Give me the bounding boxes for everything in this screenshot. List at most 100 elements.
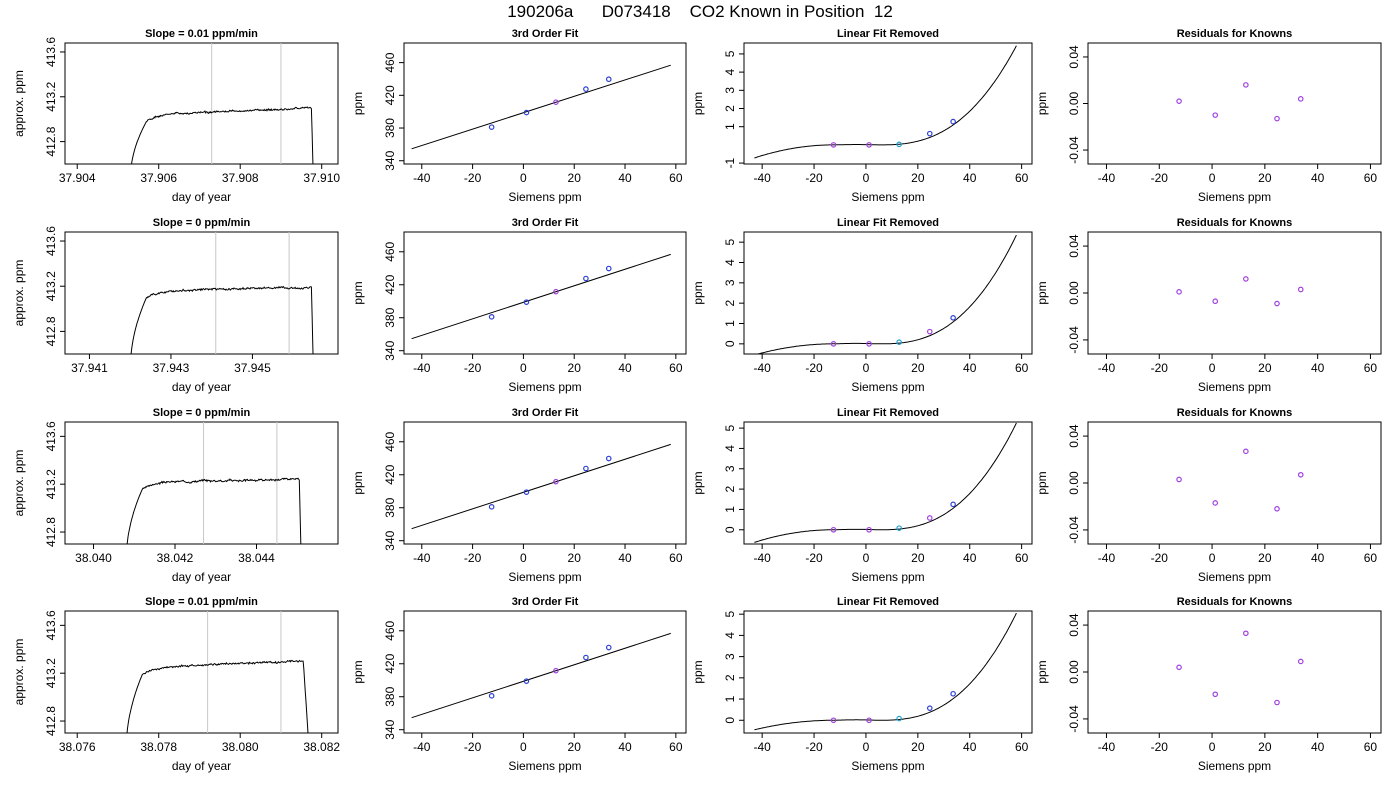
x-axis-label: Siemens ppm [851, 380, 924, 394]
x-tick-label: 40 [963, 551, 977, 565]
data-point [488, 124, 495, 130]
data-point [1176, 476, 1182, 483]
x-axis-label: Siemens ppm [508, 759, 581, 773]
x-tick-label: -40 [753, 171, 771, 185]
x-tick-label: 20 [1258, 171, 1272, 185]
x-tick-label: 20 [911, 740, 925, 754]
y-tick-label: 420 [383, 464, 397, 484]
x-tick-label: -20 [805, 171, 823, 185]
x-tick-label: 20 [911, 171, 925, 185]
x-tick-label: 40 [1311, 740, 1325, 754]
x-tick-label: 20 [911, 551, 925, 565]
data-point [523, 299, 530, 305]
fit-line [411, 253, 671, 340]
y-tick-label: 413.2 [44, 469, 58, 499]
data-point [1297, 471, 1304, 478]
panel-title: Slope = 0.01 ppm/min [145, 28, 258, 40]
plot-frame [64, 231, 339, 355]
panel-r4c3: Linear Fit Removed -40 -20 0 20 40 60 0 1 2 3 4 5 Sie… [691, 596, 1033, 773]
y-tick-label: 0.04 [1067, 234, 1081, 258]
x-tick-label: 38.080 [222, 740, 259, 754]
x-tick-label: -40 [413, 361, 431, 375]
y-tick-label: 340 [383, 530, 397, 550]
plot-area [754, 612, 1017, 731]
data-point [896, 525, 902, 531]
y-tick-label: 4 [723, 68, 737, 75]
y-tick-label: 380 [383, 307, 397, 327]
y-axis-label: ppm [691, 660, 705, 683]
y-tick-label: 380 [383, 497, 397, 517]
plot-area [1176, 448, 1304, 512]
panel-title: Residuals for Knowns [1177, 28, 1293, 40]
panel-title: Slope = 0 ppm/min [153, 217, 251, 229]
x-tick-label: 20 [1258, 551, 1272, 565]
plot-frame [1087, 42, 1382, 165]
data-point [830, 341, 837, 347]
plot-area [756, 234, 1017, 354]
x-axis-label: Siemens ppm [508, 380, 581, 394]
x-tick-label: 60 [669, 740, 683, 754]
fit-curve [756, 234, 1017, 354]
x-axis-label: day of year [172, 759, 231, 773]
data-point [866, 142, 872, 148]
y-tick-label: 420 [383, 653, 397, 673]
x-axis-label: day of year [172, 190, 231, 204]
y-tick-label: 4 [723, 445, 737, 452]
x-tick-label: 20 [568, 171, 582, 185]
x-tick-label: -20 [1151, 740, 1169, 754]
y-tick-label: 460 [383, 620, 397, 640]
data-point [605, 455, 612, 462]
fit-curve [754, 612, 1017, 731]
x-tick-label: 0 [1209, 171, 1216, 185]
data-point [1243, 276, 1249, 282]
y-axis-label: ppm [1035, 471, 1049, 494]
plot-frame [64, 421, 339, 545]
y-tick-label: 0.04 [1067, 613, 1081, 637]
y-tick-label: 460 [383, 241, 397, 261]
x-tick-label: 0 [520, 361, 527, 375]
y-tick-label: 3 [723, 279, 737, 286]
x-tick-label: 37.906 [140, 171, 177, 185]
data-point [926, 705, 933, 711]
data-point [523, 678, 530, 684]
panel-title: Linear Fit Removed [837, 217, 939, 229]
x-tick-label: -20 [1151, 551, 1169, 565]
x-tick-label: -20 [1151, 361, 1169, 375]
x-tick-label: 60 [669, 171, 683, 185]
panel-r4c1: Slope = 0.01 ppm/min 38.076 38.078 38.080 38… [12, 596, 340, 773]
data-point [488, 504, 495, 510]
x-tick-label: 60 [669, 361, 683, 375]
y-tick-label: -1 [723, 157, 737, 168]
y-tick-label: 2 [723, 485, 737, 492]
data-point [488, 314, 495, 320]
plot-area [131, 43, 314, 164]
y-tick-label: 5 [723, 611, 737, 618]
x-tick-label: 60 [1015, 551, 1029, 565]
panel-title: 3rd Order Fit [512, 596, 579, 608]
x-tick-label: -20 [464, 361, 482, 375]
panel-title: 3rd Order Fit [512, 407, 579, 419]
panel-r4c4: Residuals for Knowns -40 -20 0 20 40 60 -0.04 0.… [1035, 596, 1382, 773]
y-tick-label: 413.6 [44, 37, 58, 67]
plot-frame [403, 421, 687, 545]
y-tick-label: 340 [383, 340, 397, 360]
plot-frame [1087, 421, 1382, 545]
y-tick-label: 2 [723, 300, 737, 307]
data-point [553, 667, 559, 674]
panel-r2c4: Residuals for Knowns -40 -20 0 20 40 60 -0.04 0.… [1035, 217, 1382, 394]
plot-area [126, 422, 302, 544]
data-point [1176, 289, 1182, 295]
x-tick-label: 20 [1258, 740, 1272, 754]
x-tick-label: 37.945 [234, 361, 271, 375]
y-tick-label: 412.8 [44, 517, 58, 547]
data-point [1212, 298, 1219, 305]
data-point [866, 717, 872, 724]
y-tick-label: 1 [723, 123, 737, 130]
x-tick-label: 38.078 [140, 740, 177, 754]
fit-line [411, 632, 671, 719]
y-tick-label: 0 [723, 526, 737, 533]
x-axis-label: Siemens ppm [1198, 759, 1271, 773]
data-point [1297, 286, 1304, 293]
x-tick-label: 0 [863, 361, 870, 375]
y-tick-label: 0.04 [1067, 424, 1081, 448]
